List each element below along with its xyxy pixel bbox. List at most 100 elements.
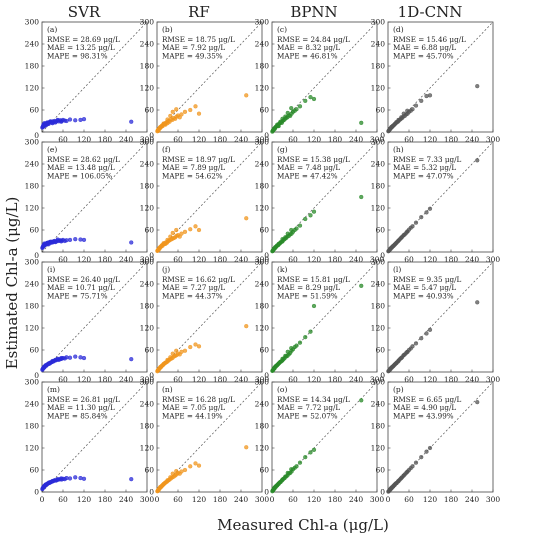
- x-tick-label: 60: [58, 375, 68, 384]
- y-tick-label: 0: [34, 371, 39, 380]
- metric-text: RMSE = 28.62 μg/L: [47, 155, 120, 164]
- data-point: [303, 216, 308, 222]
- y-tick-label: 60: [29, 106, 39, 115]
- y-tick-label: 0: [149, 488, 154, 497]
- data-point: [297, 460, 303, 465]
- x-tick-label: 60: [288, 375, 298, 384]
- x-tick-label: 300: [140, 375, 155, 384]
- y-tick-label: 120: [25, 324, 40, 333]
- y-tick-label: 120: [140, 324, 155, 333]
- data-point: [64, 238, 69, 243]
- x-tick-label: 180: [98, 375, 113, 384]
- data-point: [289, 227, 294, 233]
- x-tick-label: 180: [213, 495, 228, 504]
- data-point: [475, 300, 480, 305]
- y-tick-label: 120: [371, 324, 386, 333]
- y-tick-label: 0: [34, 131, 39, 140]
- y-tick-label: 240: [25, 160, 40, 169]
- y-tick-label: 60: [144, 106, 154, 115]
- data-point: [163, 360, 168, 365]
- data-point: [303, 455, 308, 460]
- data-point: [179, 231, 184, 236]
- metric-text: MAE = 7.27 μg/L: [162, 283, 225, 292]
- x-tick-label: 240: [234, 135, 249, 144]
- y-tick-label: 120: [255, 84, 270, 93]
- identity-line: [41, 381, 148, 493]
- x-tick-label: 0: [386, 495, 391, 504]
- y-tick-label: 180: [140, 422, 155, 431]
- y-tick-label: 60: [259, 466, 269, 475]
- data-point: [179, 469, 184, 474]
- panel-label: (n): [162, 385, 173, 394]
- data-point: [427, 327, 433, 332]
- y-tick-label: 0: [34, 251, 39, 260]
- x-tick-label: 240: [234, 375, 249, 384]
- panel-frame: [387, 381, 494, 493]
- panel-frame: [156, 141, 263, 253]
- y-tick-label: 240: [140, 160, 155, 169]
- data-point: [399, 355, 404, 361]
- x-tick-label: 240: [119, 495, 134, 504]
- data-point: [359, 120, 364, 125]
- data-point: [283, 114, 288, 119]
- y-tick-label: 120: [255, 444, 270, 453]
- data-point: [165, 117, 170, 122]
- y-tick-label: 0: [34, 488, 39, 497]
- y-tick-label: 120: [25, 204, 40, 213]
- data-point: [244, 445, 249, 450]
- y-tick-label: 60: [29, 466, 39, 475]
- y-tick-label: 180: [255, 182, 270, 191]
- data-point: [174, 227, 179, 233]
- x-tick-label: 300: [486, 495, 501, 504]
- data-point: [297, 223, 303, 228]
- panel-label: (f): [162, 145, 171, 154]
- metric-text: MAE = 13.48 μg/L: [47, 163, 115, 172]
- data-point: [129, 240, 134, 245]
- data-point: [78, 237, 83, 242]
- x-tick-label: 240: [465, 255, 480, 264]
- data-point: [410, 224, 415, 229]
- metric-text: RMSE = 14.34 μg/L: [277, 395, 350, 404]
- data-point: [283, 353, 288, 358]
- data-point: [170, 109, 175, 114]
- x-tick-label: 60: [173, 375, 183, 384]
- x-tick-label: 0: [40, 495, 45, 504]
- data-point: [401, 473, 406, 478]
- data-point: [78, 117, 83, 122]
- y-tick-label: 60: [144, 466, 154, 475]
- data-point: [475, 400, 480, 405]
- data-point: [193, 104, 198, 109]
- y-tick-label: 0: [380, 488, 385, 497]
- data-point: [308, 450, 313, 455]
- metric-text: MAE = 7.72 μg/L: [277, 403, 340, 412]
- x-tick-label: 300: [140, 495, 155, 504]
- data-point: [174, 107, 179, 112]
- panel-label: (l): [393, 265, 401, 274]
- data-point: [64, 355, 69, 360]
- y-tick-label: 180: [25, 182, 40, 191]
- data-point: [55, 117, 60, 122]
- x-tick-label: 240: [119, 255, 134, 264]
- data-point: [419, 336, 424, 341]
- x-tick-label: 240: [119, 375, 134, 384]
- x-tick-label: 60: [404, 375, 414, 384]
- x-tick-label: 60: [58, 135, 68, 144]
- data-point: [401, 111, 406, 116]
- metric-text: MAE = 5.32 μg/L: [393, 163, 456, 172]
- panel-frame: [41, 261, 148, 373]
- y-tick-label: 120: [25, 444, 40, 453]
- x-tick-label: 300: [486, 255, 501, 264]
- data-point: [311, 209, 317, 214]
- x-tick-label: 120: [192, 495, 207, 504]
- x-tick-label: 180: [444, 375, 459, 384]
- y-tick-label: 180: [371, 302, 386, 311]
- data-point: [289, 467, 294, 472]
- panel-frame: [41, 381, 148, 493]
- metric-text: MAE = 8.32 μg/L: [277, 43, 340, 52]
- data-point: [193, 224, 198, 229]
- data-point: [424, 331, 429, 336]
